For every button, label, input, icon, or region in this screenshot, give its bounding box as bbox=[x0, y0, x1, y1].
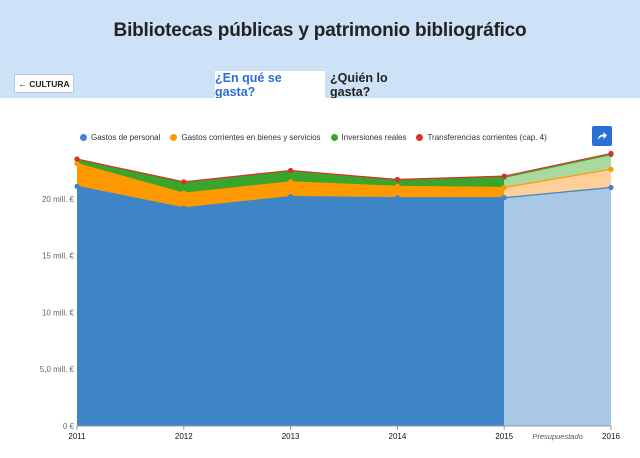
data-point bbox=[501, 184, 507, 191]
y-tick-label: 10 mill. € bbox=[42, 308, 75, 317]
share-button[interactable] bbox=[592, 126, 612, 146]
tab-quien-lo-gasta[interactable]: ¿Quién lo gasta? bbox=[330, 70, 388, 99]
chart-legend: Gastos de personal Gastos corrientes en … bbox=[80, 131, 557, 143]
series-line bbox=[76, 163, 612, 194]
legend-dot-icon bbox=[416, 133, 424, 141]
tab-en-que-se-gasta[interactable]: ¿En qué se gasta? bbox=[215, 71, 325, 99]
data-point bbox=[288, 179, 294, 185]
data-point bbox=[394, 195, 400, 201]
data-point bbox=[608, 150, 614, 157]
data-point bbox=[501, 173, 507, 179]
legend-dot-icon bbox=[330, 133, 338, 141]
page-title: Bibliotecas públicas y patrimonio biblio… bbox=[113, 20, 527, 41]
legend-label: Gastos de personal bbox=[91, 132, 161, 142]
data-point bbox=[74, 156, 80, 162]
x-tick-label: 2013 bbox=[282, 432, 300, 441]
legend-dot-icon bbox=[80, 133, 87, 141]
data-point bbox=[608, 166, 614, 172]
area-1-budget bbox=[504, 169, 611, 198]
data-point bbox=[181, 205, 187, 211]
legend-item-transferencias[interactable]: Transferencias corrientes (cap. 4) bbox=[416, 132, 547, 142]
legend-item-corrientes[interactable]: Gastos corrientes en bienes y servicios bbox=[170, 132, 321, 142]
series-line bbox=[76, 152, 612, 183]
x-tick-label: 2015 bbox=[495, 432, 513, 441]
data-point bbox=[501, 195, 507, 201]
x-tick-label: 2016 bbox=[602, 432, 620, 441]
area-2-budget bbox=[504, 154, 611, 188]
area-0-actual bbox=[77, 186, 505, 426]
data-point bbox=[181, 179, 187, 185]
series-line bbox=[76, 185, 612, 209]
data-point bbox=[181, 190, 187, 196]
data-point bbox=[288, 167, 294, 174]
y-tick-label: 0 € bbox=[63, 422, 75, 431]
x-tick-label: 2014 bbox=[389, 432, 407, 441]
data-point bbox=[608, 184, 614, 191]
x-tick-label: 2011 bbox=[68, 432, 86, 441]
legend-item-inversiones[interactable]: Inversiones reales bbox=[330, 132, 407, 142]
data-point bbox=[288, 193, 294, 200]
legend-dot-icon bbox=[170, 133, 178, 141]
x-tick-label: 2012 bbox=[175, 432, 193, 441]
legend-label: Transferencias corrientes (cap. 4) bbox=[427, 132, 547, 142]
budget-label: Presupuestado bbox=[532, 432, 582, 441]
data-point bbox=[394, 176, 400, 183]
back-to-cultura-button[interactable]: ← CULTURA bbox=[14, 74, 74, 93]
legend-label: Inversiones reales bbox=[341, 132, 407, 142]
data-point bbox=[394, 183, 400, 189]
y-tick-label: 20 mill. € bbox=[42, 195, 75, 204]
data-point bbox=[74, 161, 80, 167]
y-tick-label: 5,0 mill. € bbox=[40, 365, 75, 374]
legend-label: Gastos corrientes en bienes y servicios bbox=[181, 132, 321, 142]
area-0-budget bbox=[504, 187, 611, 426]
share-arrow-icon bbox=[598, 132, 607, 140]
legend-item-personal[interactable]: Gastos de personal bbox=[80, 133, 160, 142]
y-tick-label: 15 mill. € bbox=[42, 252, 75, 261]
data-point bbox=[74, 183, 80, 189]
